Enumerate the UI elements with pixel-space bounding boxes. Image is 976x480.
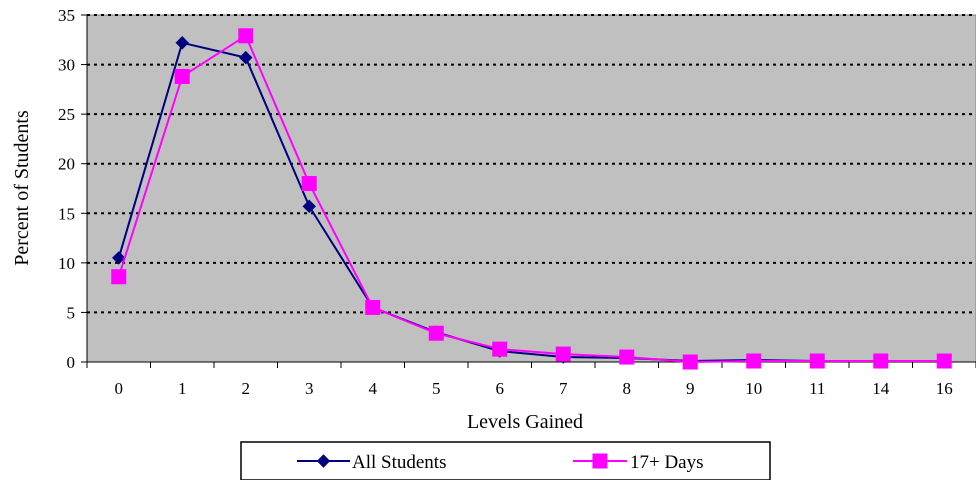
data-point xyxy=(492,341,508,357)
legend-label: 17+ Days xyxy=(630,452,704,473)
x-tick-label: 14 xyxy=(872,379,890,398)
x-tick-label: 0 xyxy=(115,379,124,398)
y-tick-label: 0 xyxy=(67,353,76,372)
x-tick-label: 6 xyxy=(496,379,505,398)
x-tick-label: 3 xyxy=(305,379,314,398)
y-axis-ticks: 0 5 10 15 20 25 30 35 xyxy=(58,6,87,372)
x-axis-title: Levels Gained xyxy=(467,411,583,433)
x-tick-label: 7 xyxy=(559,379,568,398)
series-17-plus-days xyxy=(111,28,952,370)
data-point xyxy=(239,50,253,65)
data-point xyxy=(809,353,825,369)
x-tick-label: 2 xyxy=(242,379,251,398)
data-point xyxy=(111,269,127,285)
data-point xyxy=(301,176,317,192)
x-tick-label: 16 xyxy=(936,379,953,398)
x-tick-label: 4 xyxy=(369,379,378,398)
data-point xyxy=(873,353,889,369)
x-tick-label: 8 xyxy=(623,379,632,398)
legend-marker xyxy=(592,453,608,469)
x-tick-label: 10 xyxy=(745,379,762,398)
data-point xyxy=(555,346,571,362)
x-axis-ticks: 0 1 2 3 4 5 6 7 8 9 10 11 14 16 xyxy=(86,362,976,398)
plot-area xyxy=(86,14,976,363)
data-point xyxy=(175,36,189,50)
legend-marker xyxy=(316,454,331,468)
grid-lines xyxy=(87,14,976,314)
y-tick-label: 15 xyxy=(58,204,75,223)
data-point xyxy=(238,28,254,44)
y-tick-label: 30 xyxy=(58,56,75,75)
y-tick-label: 35 xyxy=(58,6,75,25)
data-point xyxy=(619,349,635,365)
x-tick-label: 11 xyxy=(809,379,825,398)
data-point xyxy=(112,251,126,265)
x-tick-label: 1 xyxy=(178,379,187,398)
y-tick-label: 10 xyxy=(58,254,75,273)
series-layer xyxy=(111,28,952,370)
y-tick-label: 25 xyxy=(58,105,75,124)
legend-items: All Students 17+ Days xyxy=(297,452,704,473)
y-tick-label: 20 xyxy=(58,155,75,174)
data-point xyxy=(682,354,698,370)
data-point xyxy=(174,68,190,84)
data-point xyxy=(936,353,952,369)
x-tick-label: 5 xyxy=(432,379,441,398)
data-point xyxy=(746,353,762,369)
y-tick-label: 5 xyxy=(67,303,76,322)
legend-entry: 17+ Days xyxy=(573,452,704,473)
legend: All Students 17+ Days xyxy=(240,441,771,480)
data-point xyxy=(428,325,444,341)
x-tick-label: 9 xyxy=(686,379,695,398)
series-line xyxy=(117,34,945,364)
legend-entry: All Students xyxy=(297,452,446,473)
data-point xyxy=(365,299,381,315)
data-point xyxy=(302,199,316,214)
y-axis-title: Percent of Students xyxy=(11,110,33,266)
legend-label: All Students xyxy=(352,452,446,473)
